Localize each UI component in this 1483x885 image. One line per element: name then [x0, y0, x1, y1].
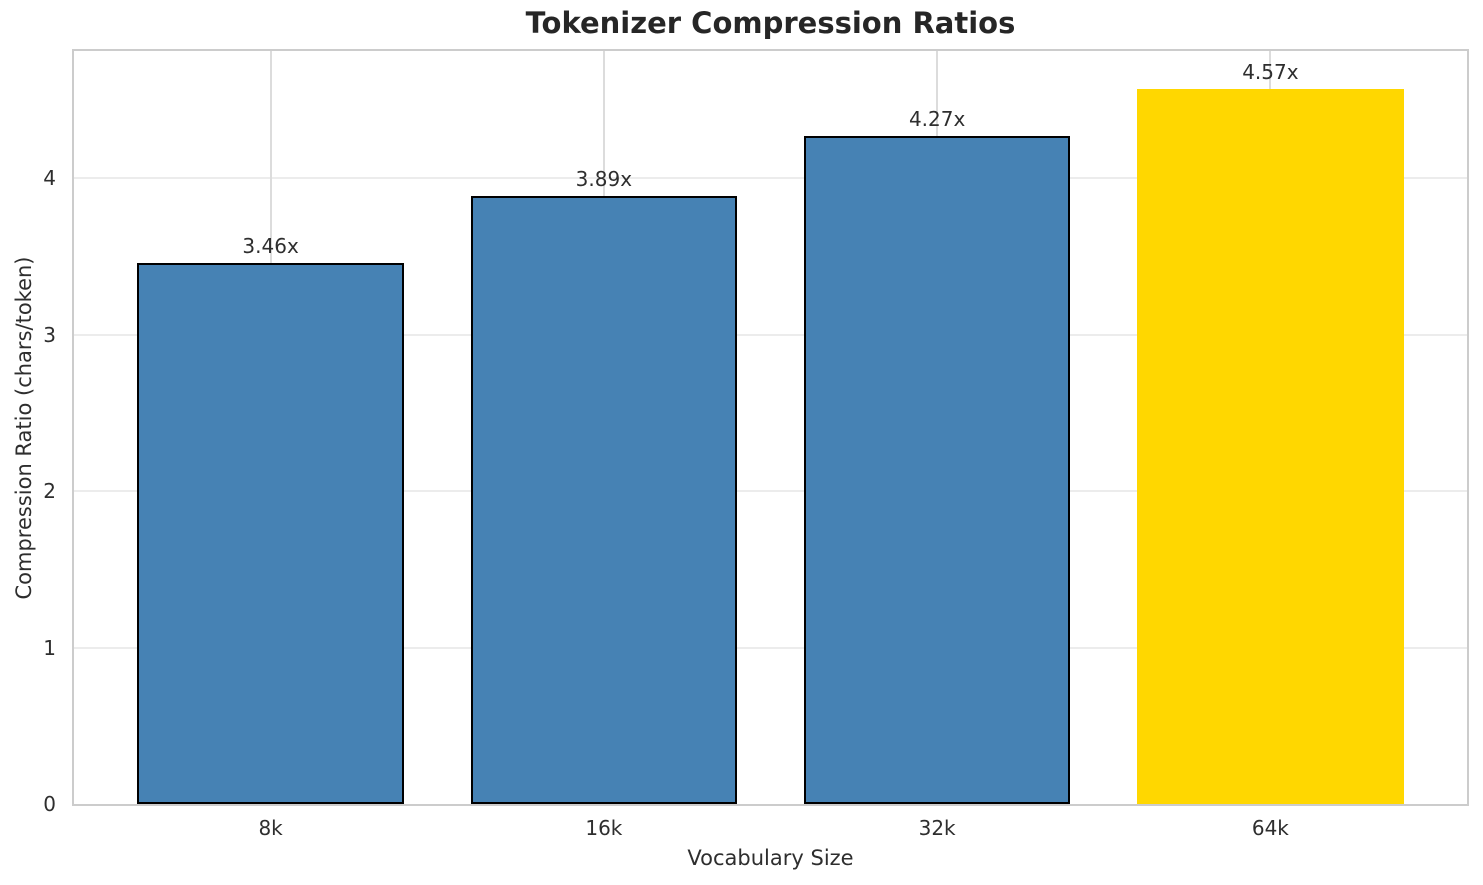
plot-area: 3.46x 3.89x 4.27x 4.57x	[72, 49, 1469, 806]
bar-value-label: 3.89x	[575, 166, 633, 191]
y-tick-label: 3	[43, 322, 56, 347]
bar-value-label: 4.27x	[908, 107, 966, 132]
x-tick-label: 8k	[258, 816, 283, 840]
gridline-horizontal	[74, 333, 1467, 336]
y-axis-label: Compression Ratio (chars/token)	[12, 256, 36, 600]
bar-8k	[137, 262, 404, 804]
y-tick-label: 4	[43, 166, 56, 191]
gridline-horizontal	[74, 490, 1467, 493]
x-tick-label: 32k	[918, 816, 956, 840]
bar-16k	[470, 195, 738, 804]
y-tick-label: 0	[43, 792, 56, 816]
x-axis-ticks: 8k 16k 32k 64k	[74, 815, 1467, 843]
bar-value-label: 4.57x	[1242, 60, 1299, 85]
gridline-horizontal	[74, 177, 1467, 180]
y-tick-label: 2	[43, 479, 56, 504]
x-tick-label: 64k	[1251, 816, 1289, 840]
y-axis-ticks: 0 1 2 3 4	[0, 51, 56, 816]
x-tick-label: 16k	[585, 816, 623, 840]
bar-32k	[803, 136, 1071, 804]
gridline-horizontal	[74, 646, 1467, 649]
x-axis-label: Vocabulary Size	[687, 846, 854, 870]
bar-64k	[1137, 89, 1404, 804]
y-tick-label: 1	[43, 635, 56, 660]
bar-value-label: 3.46x	[242, 233, 299, 258]
chart-title: Tokenizer Compression Ratios	[525, 6, 1016, 40]
